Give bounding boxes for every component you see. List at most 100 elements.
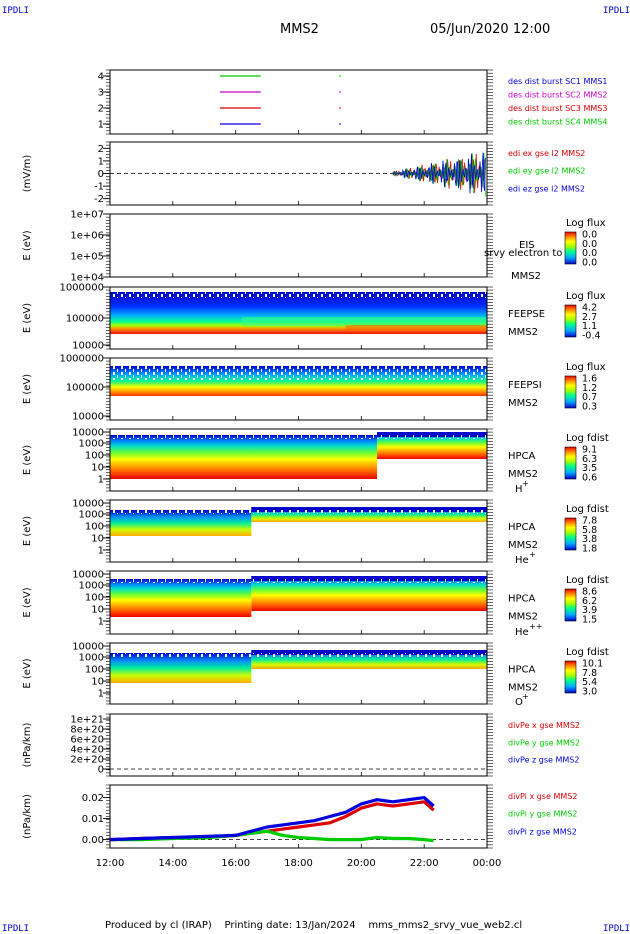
legend-entry: edi ey gse l2 MMS2 [508,167,586,176]
colorbar-tick-label: 0.3 [582,402,597,413]
x-tick-label: 20:00 [347,858,376,869]
y-tick-label: 10 [91,677,104,688]
legend-entry: divPe x gse MMS2 [508,721,580,730]
species-label: H [515,484,523,495]
y-axis-label: (nPa/km) [22,794,33,839]
x-tick-label: 00:00 [473,858,502,869]
header-spacecraft: MMS2 [280,22,319,37]
spectrogram-speckle [110,579,487,583]
colorbar-tick-label: 1.1 [582,321,597,332]
instrument-label: HPCA [508,522,536,533]
colorbar [564,660,577,694]
y-tick-label: 2 [98,144,104,155]
colorbar-tick-label: 1.2 [582,383,597,394]
panel-edi: 21 0 -1-2 (mV/m) edi ex gse l2 MMS2 edi ey gs… [22,141,586,206]
colorbar [564,446,577,480]
y-tick-label: 100 [85,665,104,676]
instrument-label: EIS [519,240,535,251]
colorbar-tick-label: 5.8 [582,525,597,536]
y-axis-label: (nPa/km) [22,723,33,768]
instrument-label: HPCA [508,594,536,605]
y-tick-label: 100 [85,522,104,533]
y-axis-label: E (eV) [22,303,33,333]
colorbar-title: Log flux [566,291,606,302]
spectrogram [110,653,252,683]
y-tick-label: 1000 [79,439,104,450]
spectrogram [110,435,378,479]
panel-frame [109,713,488,777]
footer-printing-date: Printing date: 13/Jan/2024 [224,920,356,931]
spacecraft-label: MMS2 [508,398,538,409]
colorbar-tick-label: 0.7 [582,392,597,403]
colorbar-tick-label: 1.6 [582,374,597,385]
instrument-label: FEEPSE [508,309,545,320]
y-tick-label: 0.00 [82,835,104,846]
species-charge: + [522,479,529,488]
y-tick-label: 2 [98,104,104,115]
colorbar-tick-label: 4.2 [582,303,597,314]
y-tick-label: 0.01 [82,814,104,825]
colorbar-tick-label: 10.1 [582,659,603,670]
y-axis-label: E (eV) [22,516,33,546]
colorbar-title: Log flux [566,362,606,373]
overlap-text: srvy electron to [484,248,562,259]
y-tick-label: 1 [98,689,104,700]
colorbar-title: Log fdist [566,504,609,515]
y-tick-label: 1e+21 [70,715,104,726]
y-tick-label: 10000 [72,428,104,439]
spacecraft-label: MMS2 [511,271,541,282]
colorbar-tick-label: 9.1 [582,445,597,456]
y-tick-label: 10 [91,605,104,616]
species-label: He [515,555,529,566]
colorbar [564,588,577,622]
spectrogram-feature [345,325,487,331]
colorbar-tick-label: 0.6 [582,473,597,484]
y-axis-label: E (eV) [22,230,33,260]
y-tick-label: 1000000 [59,283,104,294]
y-tick-label: 10000 [72,570,104,581]
y-tick-label: 100 [85,593,104,604]
y-tick-label: 1000 [79,510,104,521]
colorbar-title: Log flux [566,218,606,229]
y-tick-label: 8e+20 [70,725,104,736]
footer-filename: mms_mms2_srvy_vue_web2.cl [368,920,523,931]
y-axis-label: (mV/m) [22,155,33,193]
panel-burst: 4 3 2 1 des dist burst SC1 MMS1 des dist burs… [98,69,607,135]
y-tick-label: 1 [98,617,104,628]
y-tick-label: 1e+07 [70,210,104,221]
spacecraft-label: MMS2 [508,327,538,338]
colorbar [564,517,577,551]
legend-entry: des dist burst SC3 MMS3 [508,104,607,113]
y-tick-label: 4e+20 [70,745,104,756]
x-tick-label: 12:00 [96,858,125,869]
panel-feepse: 1000000 100000 10000 E (eV) FEEPSE MMS2 Log fl… [22,283,606,352]
y-tick-label: 100000 [66,314,104,325]
legend-entry: divPe z gse MMS2 [508,756,579,765]
corner-label-top-right: IPDLI [603,6,630,16]
colorbar-tick-label: 0.0 [582,248,597,259]
edi-series [392,152,486,194]
colorbar-title: Log fdist [566,575,609,586]
y-tick-label: 10000 [72,412,104,423]
spectrogram-speckle [110,510,487,514]
colorbar-tick-label: 3.8 [582,534,597,545]
panel-divpi: 0.02 0.01 0.00 (nPa/km) divPi x gse MMS2 divP… [22,784,577,869]
y-tick-label: 100000 [66,383,104,394]
species-charge: ++ [529,622,542,631]
y-tick-label: 3 [98,88,104,99]
footer: Produced by cl (IRAP) Printing date: 13/… [105,920,522,931]
species-label: O [515,697,523,708]
species-charge: + [522,692,529,701]
instrument-label: HPCA [508,451,536,462]
colorbar-tick-label: 1.8 [582,544,597,555]
colorbar-title: Log fdist [566,433,609,444]
spectrogram-speckle [110,653,487,657]
spectrogram-speckle [110,435,487,439]
instrument-label: HPCA [508,665,536,676]
